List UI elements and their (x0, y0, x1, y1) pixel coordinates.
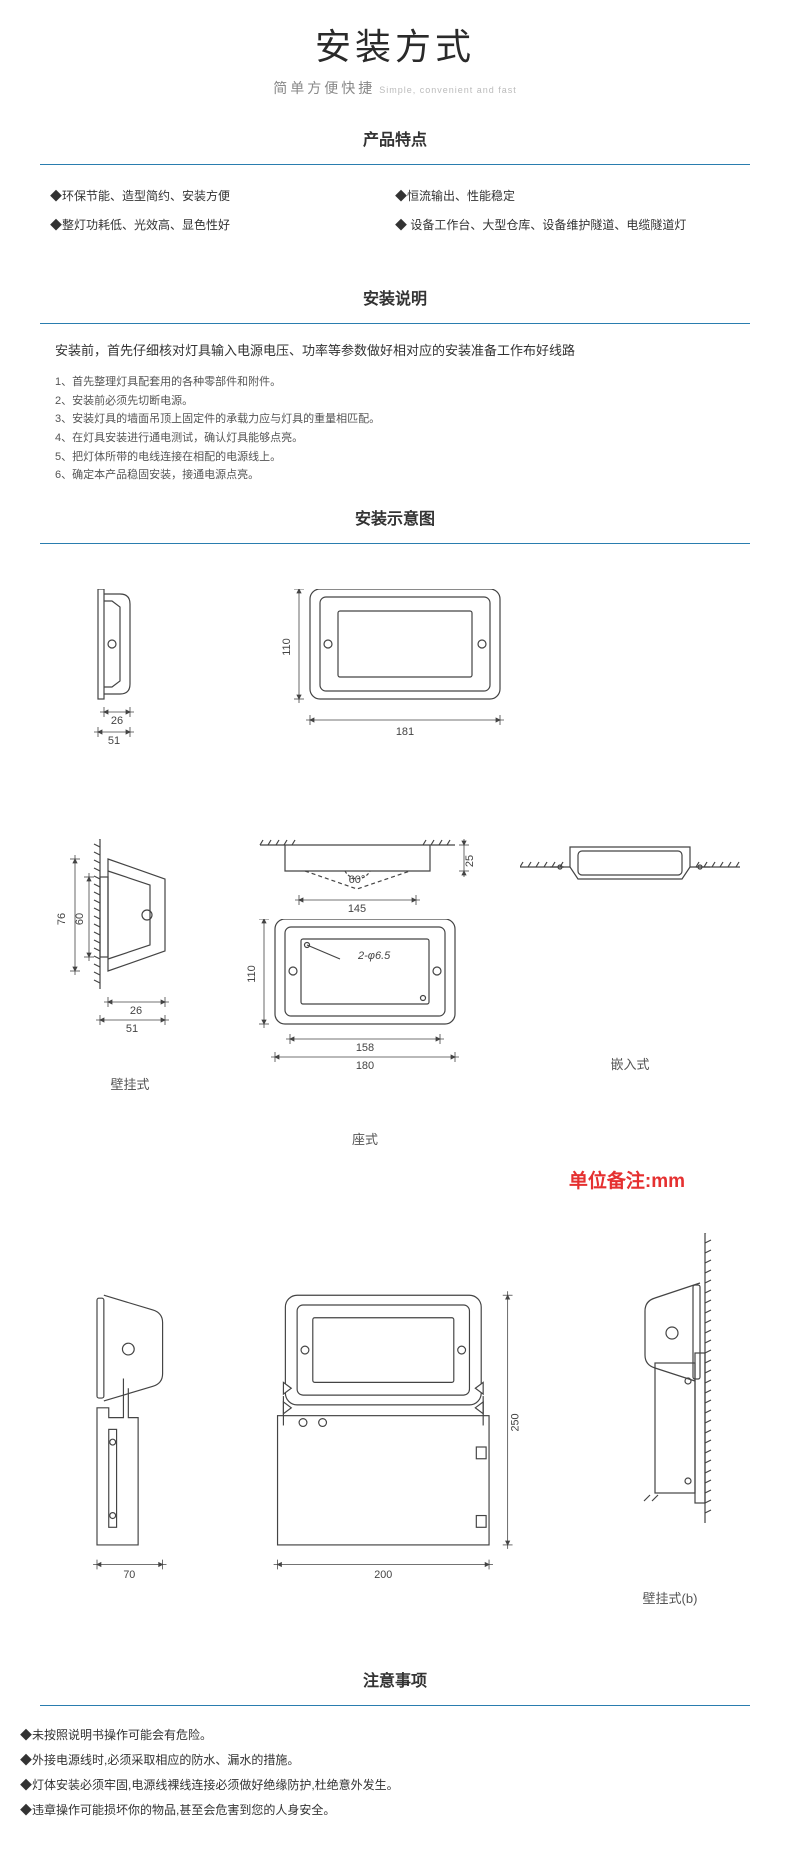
diagram-bracket-side: 70 (50, 1287, 216, 1607)
features-left: ◆环保节能、造型简约、安装方便 ◆整灯功耗低、光效高、显色性好 (50, 175, 395, 245)
note-item: ◆未按照说明书操作可能会有危险。 (20, 1726, 770, 1743)
feature-item: ◆恒流输出、性能稳定 (395, 187, 740, 204)
fig-label-seat: 座式 (245, 1129, 485, 1148)
install-step: 6、确定本产品稳固安装，接通电源点亮。 (55, 466, 735, 485)
svg-text:51: 51 (108, 735, 120, 747)
svg-text:2-φ6.5: 2-φ6.5 (357, 950, 391, 962)
features-right: ◆恒流输出、性能稳定 ◆ 设备工作台、大型仓库、设备维护隧道、电缆隧道灯 (395, 175, 740, 245)
diagram-side-1: 26 51 (50, 589, 180, 759)
note-item: ◆违章操作可能损坏你的物品,甚至会危害到您的人身安全。 (20, 1801, 770, 1818)
section-diagram-title: 安装示意图 (0, 499, 790, 535)
fig-label-wall: 壁挂式 (50, 1074, 210, 1093)
svg-text:51: 51 (126, 1023, 138, 1035)
diagram-seat-front: 110 2-φ6.5 158 180 (245, 919, 485, 1094)
install-step: 2、安装前必须先切断电源。 (55, 392, 735, 411)
svg-text:200: 200 (375, 1569, 393, 1581)
install-lead: 安装前，首先仔细核对灯具输入电源电压、功率等参数做好相对应的安装准备工作布好线路 (55, 340, 735, 359)
main-header: 安装方式 简单方便快捷Simple, convenient and fast (0, 0, 790, 106)
section-features-title: 产品特点 (0, 120, 790, 156)
install-steps: 1、首先整理灯具配套用的各种零部件和附件。 2、安装前必须先切断电源。 3、安装… (55, 373, 735, 485)
features-list: ◆环保节能、造型简约、安装方便 ◆整灯功耗低、光效高、显色性好 ◆恒流输出、性能… (0, 165, 790, 265)
diagram-embed (520, 839, 740, 939)
diagram-seat-top: 60° 25 145 (245, 839, 485, 914)
diagram-wall-side: 76 60 26 51 (50, 839, 210, 1039)
section-install-title: 安装说明 (0, 279, 790, 315)
feature-item: ◆环保节能、造型简约、安装方便 (50, 187, 395, 204)
install-step: 1、首先整理灯具配套用的各种零部件和附件。 (55, 373, 735, 392)
diagram-front-1: 110 181 (270, 589, 530, 759)
svg-text:25: 25 (464, 855, 476, 867)
install-step: 5、把灯体所带的电线连接在相配的电源线上。 (55, 448, 735, 467)
svg-text:60: 60 (74, 913, 86, 925)
note-item: ◆灯体安装必须牢固,电源线裸线连接必须做好绝缘防护,杜绝意外发生。 (20, 1776, 770, 1793)
svg-text:158: 158 (356, 1042, 374, 1054)
svg-text:26: 26 (130, 1005, 142, 1017)
install-step: 3、安装灯具的墙面吊顶上固定件的承载力应与灯具的重量相匹配。 (55, 410, 735, 429)
svg-text:180: 180 (356, 1060, 374, 1072)
diagram-area: 26 51 110 181 76 (0, 544, 790, 1647)
diagram-wall-b (600, 1233, 740, 1553)
fig-label-embed: 嵌入式 (520, 1054, 740, 1073)
svg-text:110: 110 (246, 965, 258, 983)
svg-text:110: 110 (281, 638, 293, 656)
page-title: 安装方式 (0, 18, 790, 70)
svg-text:60°: 60° (349, 874, 366, 886)
notes-list: ◆未按照说明书操作可能会有危险。 ◆外接电源线时,必须采取相应的防水、漏水的措施… (0, 1706, 790, 1866)
svg-text:76: 76 (56, 913, 68, 925)
svg-text:70: 70 (123, 1569, 135, 1581)
svg-text:145: 145 (348, 903, 366, 914)
svg-text:26: 26 (111, 715, 123, 727)
svg-text:250: 250 (510, 1414, 522, 1432)
fig-label-wallb: 壁挂式(b) (600, 1588, 740, 1607)
diagram-bracket-front: 250 200 (256, 1287, 560, 1607)
unit-note: 单位备注:mm (50, 1166, 740, 1193)
divider (40, 323, 750, 324)
feature-item: ◆整灯功耗低、光效高、显色性好 (50, 216, 395, 233)
subtitle: 简单方便快捷Simple, convenient and fast (0, 78, 790, 98)
install-instructions: 安装前，首先仔细核对灯具输入电源电压、功率等参数做好相对应的安装准备工作布好线路… (0, 340, 790, 485)
section-notes-title: 注意事项 (0, 1661, 790, 1697)
svg-text:181: 181 (396, 726, 414, 738)
feature-item: ◆ 设备工作台、大型仓库、设备维护隧道、电缆隧道灯 (395, 216, 740, 233)
install-step: 4、在灯具安装进行通电测试，确认灯具能够点亮。 (55, 429, 735, 448)
note-item: ◆外接电源线时,必须采取相应的防水、漏水的措施。 (20, 1751, 770, 1768)
